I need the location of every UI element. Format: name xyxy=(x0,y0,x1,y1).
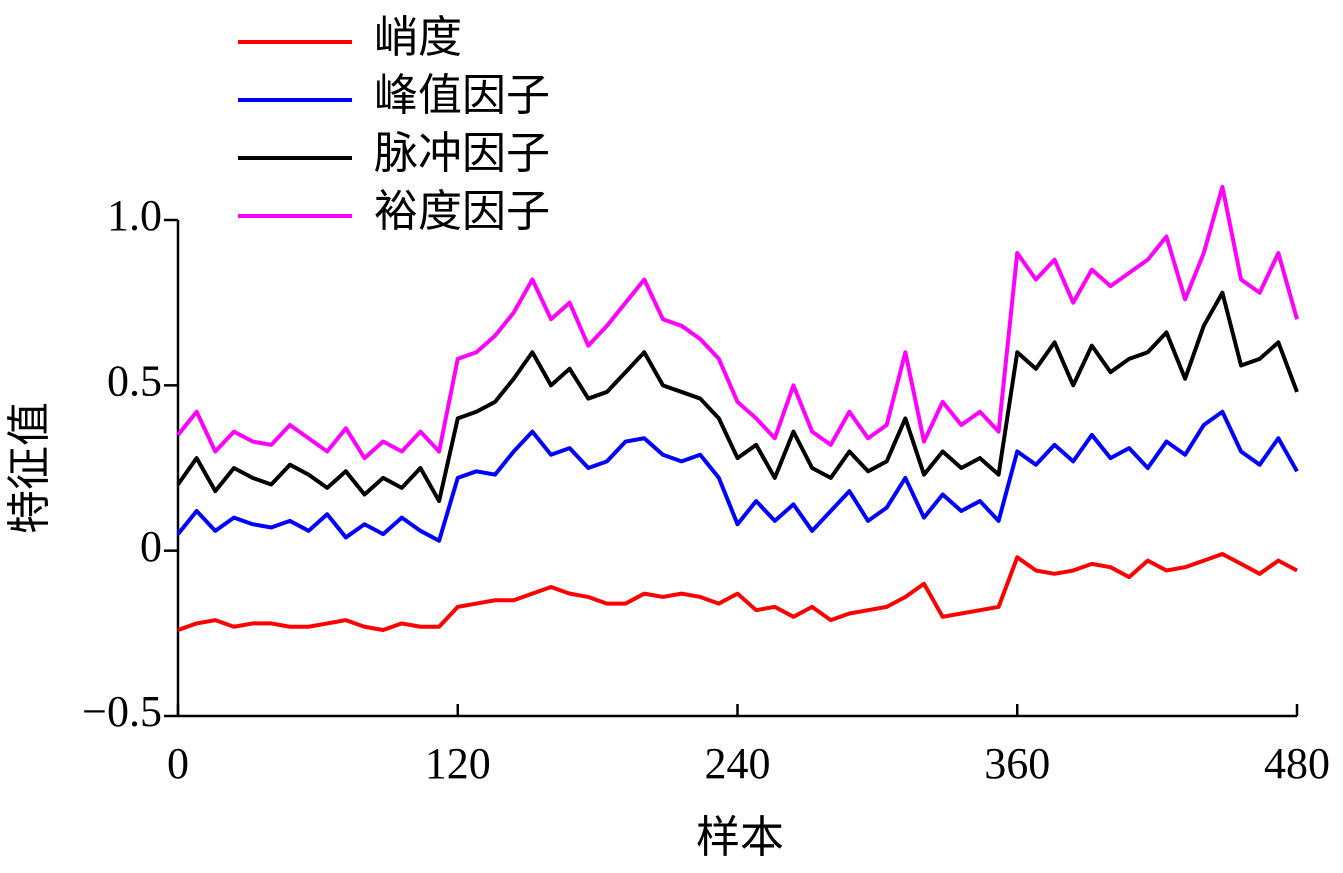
y-tick-label: 0 xyxy=(140,522,162,571)
y-tick-label: −0.5 xyxy=(82,687,162,736)
y-tick-label: 0.5 xyxy=(107,356,162,405)
x-tick-label: 120 xyxy=(425,739,491,788)
x-tick-label: 360 xyxy=(984,739,1050,788)
y-tick-label: 1.0 xyxy=(107,191,162,240)
series-line xyxy=(176,409,1299,543)
x-tick-label: 0 xyxy=(167,739,189,788)
legend-label: 峰值因子 xyxy=(374,71,550,120)
series-line xyxy=(177,551,1298,633)
legend-label: 峭度 xyxy=(374,13,462,62)
series-line xyxy=(176,184,1299,461)
legend-label: 裕度因子 xyxy=(374,187,550,236)
x-tick-label: 480 xyxy=(1264,739,1330,788)
x-tick-label: 240 xyxy=(705,739,771,788)
legend-label: 脉冲因子 xyxy=(374,129,550,178)
x-axis-label: 样本 xyxy=(696,813,784,862)
y-axis-label: 特征值 xyxy=(5,402,54,534)
series-line xyxy=(176,290,1299,504)
